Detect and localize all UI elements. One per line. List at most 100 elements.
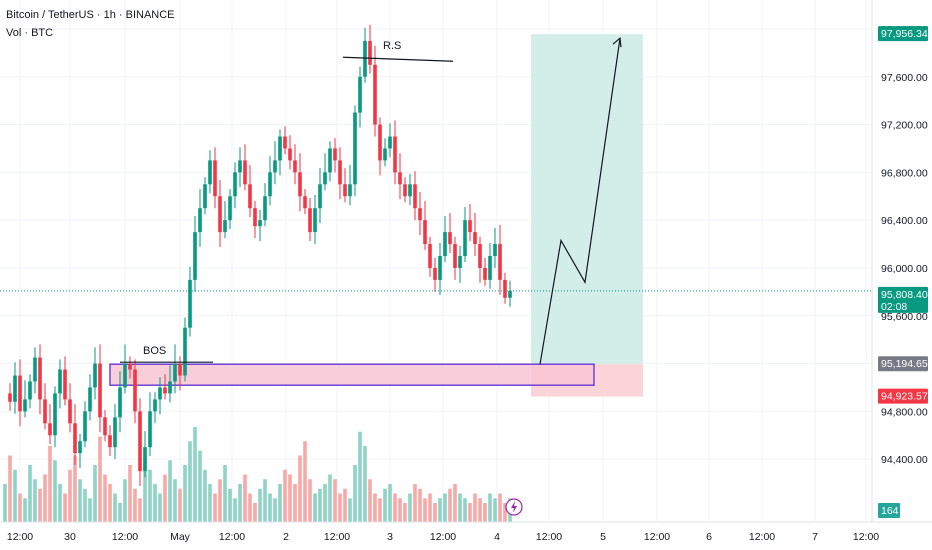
- time-axis-bg: [0, 522, 932, 550]
- candle-body: [193, 232, 197, 280]
- candle-body: [463, 220, 467, 256]
- volume-bar: [338, 493, 342, 522]
- candle-body: [83, 411, 87, 442]
- volume-bar: [113, 493, 117, 522]
- volume-bar: [313, 493, 317, 522]
- time-tick-label: 12:00: [644, 531, 670, 543]
- volume-bar: [278, 484, 282, 522]
- candle-body: [253, 208, 257, 227]
- time-tick-label: 7: [812, 531, 818, 543]
- candle-body: [48, 423, 52, 436]
- candle-body: [113, 417, 117, 448]
- price-label-countdown: 02:08: [881, 301, 907, 313]
- volume-bar: [328, 474, 332, 522]
- candle-body: [398, 172, 402, 185]
- candle-body: [418, 208, 422, 221]
- candle-body: [323, 172, 327, 185]
- candle-body: [173, 363, 177, 382]
- volume-bar: [258, 488, 262, 522]
- time-axis[interactable]: 12:00 30 12:00 May 12:00 2 12:00 3 12:00 4 12:00 5 1…: [0, 521, 932, 550]
- volume-bar: [148, 469, 152, 522]
- volume-bar: [13, 469, 17, 522]
- candle-body: [138, 411, 142, 472]
- volume-bar: [503, 503, 507, 522]
- candle-body: [403, 184, 407, 197]
- candle-body: [33, 357, 37, 382]
- volume-bar: [143, 455, 147, 522]
- volume-bar: [158, 493, 162, 522]
- volume-bar: [243, 474, 247, 522]
- candle-body: [328, 148, 332, 173]
- volume-bar: [298, 455, 302, 522]
- resistance-label: R.S: [383, 40, 401, 52]
- candle-body: [453, 244, 457, 268]
- candle-body: [228, 196, 232, 221]
- volume-bar: [178, 488, 182, 522]
- volume-bar: [223, 465, 227, 522]
- time-tick-label: 4: [494, 531, 500, 543]
- candle-body: [383, 148, 387, 161]
- volume-bar: [218, 479, 222, 522]
- volume-bar: [38, 488, 42, 522]
- volume-bar: [293, 484, 297, 522]
- bos-label: BOS: [143, 345, 166, 357]
- candle-body: [363, 40, 367, 77]
- volume-bar: [498, 493, 502, 522]
- candle-body: [313, 208, 317, 233]
- volume-bar: [493, 498, 497, 522]
- volume-bars: [3, 427, 512, 522]
- candle-body: [8, 393, 12, 402]
- candle-body: [88, 387, 92, 412]
- volume-bar: [203, 469, 207, 522]
- candle-body: [493, 244, 497, 256]
- price-label-badge: [878, 388, 928, 404]
- drawings[interactable]: R.S BOS: [120, 36, 622, 516]
- candle-body: [23, 399, 27, 412]
- candle-body: [258, 220, 262, 227]
- volume-bar: [268, 493, 272, 522]
- candle-body: [393, 136, 397, 173]
- volume-bar: [353, 465, 357, 522]
- candle-body: [488, 256, 492, 280]
- volume-bar: [198, 450, 202, 522]
- volume-bar: [373, 493, 377, 522]
- candle-body: [18, 375, 22, 412]
- candle-body: [213, 160, 217, 197]
- volume-bar: [323, 484, 327, 522]
- price-tick-label: 97,200.00: [881, 120, 928, 132]
- candle-body: [268, 172, 272, 197]
- volume-bar: [403, 503, 407, 522]
- volume-bar: [88, 498, 92, 522]
- candle-body: [298, 172, 302, 197]
- price-axis[interactable]: 98,000.0097,600.0097,200.0096,800.0096,4…: [871, 0, 932, 550]
- volume-bar: [163, 474, 167, 522]
- symbol-title[interactable]: Bitcoin / TetherUS · 1h · BINANCE: [6, 9, 175, 21]
- candle-body: [133, 369, 137, 412]
- volume-bar: [488, 493, 492, 522]
- candle-body: [103, 417, 107, 436]
- volume-bar: [118, 503, 122, 522]
- volume-bar: [8, 455, 12, 522]
- price-tick-label: 96,800.00: [881, 167, 928, 179]
- volume-bar: [383, 488, 387, 522]
- volume-bar: [358, 431, 362, 522]
- volume-bar: [63, 493, 67, 522]
- time-tick-label: 12:00: [219, 531, 245, 543]
- volume-indicator-label[interactable]: Vol · BTC: [6, 27, 54, 39]
- volume-bar: [438, 498, 442, 522]
- volume-bar: [233, 498, 237, 522]
- volume-bar: [443, 493, 447, 522]
- candle-body: [333, 148, 337, 161]
- volume-bar: [343, 488, 347, 522]
- candle-body: [368, 40, 372, 65]
- time-tick-label: 12:00: [536, 531, 562, 543]
- price-tick-label: 96,400.00: [881, 215, 928, 227]
- candle-body: [143, 447, 147, 472]
- volume-bar: [248, 493, 252, 522]
- time-tick-label: 2: [283, 531, 289, 543]
- position-zones[interactable]: [0, 34, 872, 397]
- candle-body: [278, 136, 282, 161]
- price-label-badge: [878, 356, 928, 372]
- time-tick-label: 30: [64, 531, 76, 543]
